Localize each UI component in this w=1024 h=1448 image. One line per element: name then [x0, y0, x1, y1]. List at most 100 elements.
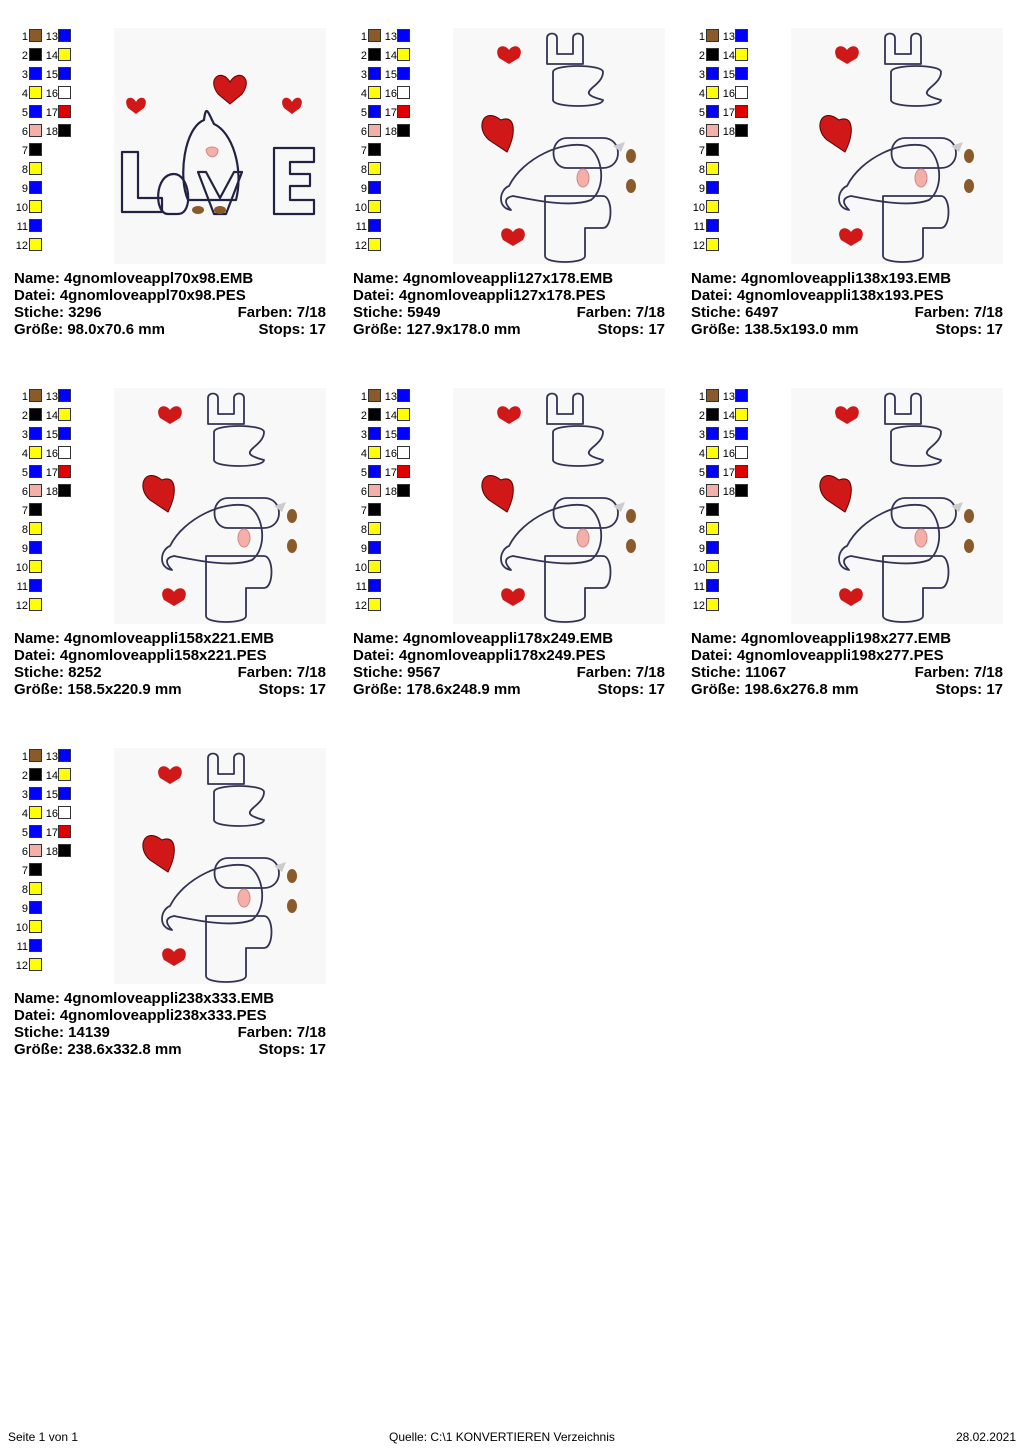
color-number: 18: [45, 486, 58, 498]
color-swatch: [735, 484, 748, 497]
design-card: 1 13 2 14 3 15 4 16 5 17 6 18 7 8 9 10 11 12 Name: 4gnoml…: [14, 748, 329, 1093]
color-number: 3: [21, 69, 28, 81]
design-card: 1 13 2 14 3 15 4 16 5 17 6 18 7 8 9 10 11 12 Name: 4gnoml…: [353, 388, 668, 733]
color-swatch: [368, 105, 381, 118]
color-swatch: [29, 446, 42, 459]
color-swatch: [706, 124, 719, 137]
color-row: 8: [14, 881, 74, 900]
design-size-value: Größe: 178.6x248.9 mm: [353, 681, 521, 698]
embroidery-preview: [791, 388, 1003, 624]
embroidery-preview: [114, 748, 326, 984]
color-number: 1: [698, 391, 705, 403]
color-number: 16: [722, 88, 735, 100]
color-number: 5: [21, 107, 28, 119]
color-swatch: [397, 29, 410, 42]
color-swatch: [706, 541, 719, 554]
color-number: 3: [698, 429, 705, 441]
color-row: 2 14: [691, 47, 751, 66]
color-row: 5 17: [691, 464, 751, 483]
color-number: 14: [45, 50, 58, 62]
color-number: 17: [384, 107, 397, 119]
color-number: 2: [698, 50, 705, 62]
color-swatch: [29, 787, 42, 800]
color-number: 15: [722, 69, 735, 81]
color-swatch: [397, 389, 410, 402]
stitch-count-right-value: Farben: 7/18: [237, 1024, 326, 1041]
color-number: 17: [45, 467, 58, 479]
color-number: 14: [384, 50, 397, 62]
color-number: 7: [360, 505, 367, 517]
color-row: 3 15: [353, 66, 413, 85]
color-swatch: [368, 503, 381, 516]
color-swatch: [29, 844, 42, 857]
color-number: 13: [45, 31, 58, 43]
color-swatch: [58, 29, 71, 42]
color-swatch: [29, 105, 42, 118]
color-number: 1: [698, 31, 705, 43]
color-swatch: [29, 749, 42, 762]
color-swatch: [368, 484, 381, 497]
color-swatch: [368, 541, 381, 554]
stitch-count-value: Stiche: 14139: [14, 1024, 110, 1041]
color-swatch: [29, 465, 42, 478]
color-number: 5: [360, 107, 367, 119]
color-number: 8: [698, 524, 705, 536]
color-number: 1: [21, 391, 28, 403]
design-size-value: Größe: 138.5x193.0 mm: [691, 321, 859, 338]
color-number: 3: [360, 429, 367, 441]
color-swatch: [58, 825, 71, 838]
color-swatch: [368, 446, 381, 459]
color-number: 18: [45, 126, 58, 138]
color-row: 3 15: [14, 426, 74, 445]
color-swatch: [735, 408, 748, 421]
color-row: 7: [691, 142, 751, 161]
color-row: 9: [353, 540, 413, 559]
design-size: Größe: 98.0x70.6 mm Stops: 17: [14, 321, 326, 338]
color-number: 16: [384, 88, 397, 100]
design-card: 1 13 2 14 3 15 4 16 5 17 6 18 7 8 9 10 11 12 Name: 4gnoml…: [691, 388, 1006, 733]
stitch-count-value: Stiche: 6497: [691, 304, 779, 321]
color-swatch: [706, 522, 719, 535]
color-number: 14: [722, 50, 735, 62]
color-swatch: [735, 67, 748, 80]
stitch-count-right-value: Farben: 7/18: [237, 304, 326, 321]
embroidery-preview: [114, 388, 326, 624]
color-row: 3 15: [14, 66, 74, 85]
color-swatch: [29, 579, 42, 592]
color-swatch: [58, 446, 71, 459]
color-number: 7: [21, 865, 28, 877]
embroidery-preview: [114, 28, 326, 264]
color-number: 13: [45, 751, 58, 763]
color-number: 10: [354, 202, 367, 214]
design-size: Größe: 158.5x220.9 mm Stops: 17: [14, 681, 326, 698]
color-number: 11: [16, 221, 28, 233]
color-number: 18: [722, 126, 735, 138]
color-number: 9: [21, 543, 28, 555]
color-row: 6 18: [691, 123, 751, 142]
color-number: 18: [384, 126, 397, 138]
color-swatch: [368, 143, 381, 156]
color-number: 4: [21, 88, 28, 100]
file-datei-value: Datei: 4gnomloveappl70x98.PES: [14, 287, 246, 304]
color-row: 7: [353, 142, 413, 161]
color-swatch: [29, 958, 42, 971]
color-swatch: [735, 48, 748, 61]
file-name-value: Name: 4gnomloveappli238x333.EMB: [14, 990, 275, 1007]
color-row: 1 13: [14, 28, 74, 47]
color-number: 2: [360, 50, 367, 62]
color-swatch: [58, 48, 71, 61]
color-number: 12: [354, 240, 367, 252]
file-datei: Datei: 4gnomloveappli138x193.PES: [691, 287, 1003, 304]
color-row: 8: [691, 521, 751, 540]
file-name-value: Name: 4gnomloveappli198x277.EMB: [691, 630, 952, 647]
embroidery-preview: [453, 388, 665, 624]
color-swatch: [706, 67, 719, 80]
stitch-count: Stiche: 6497 Farben: 7/18: [691, 304, 1003, 321]
color-number: 5: [21, 467, 28, 479]
color-swatch: [58, 806, 71, 819]
file-datei-value: Datei: 4gnomloveappli158x221.PES: [14, 647, 267, 664]
color-row: 11: [691, 578, 751, 597]
file-name: Name: 4gnomloveappli198x277.EMB: [691, 630, 1003, 647]
color-row: 7: [353, 502, 413, 521]
color-swatch: [735, 105, 748, 118]
